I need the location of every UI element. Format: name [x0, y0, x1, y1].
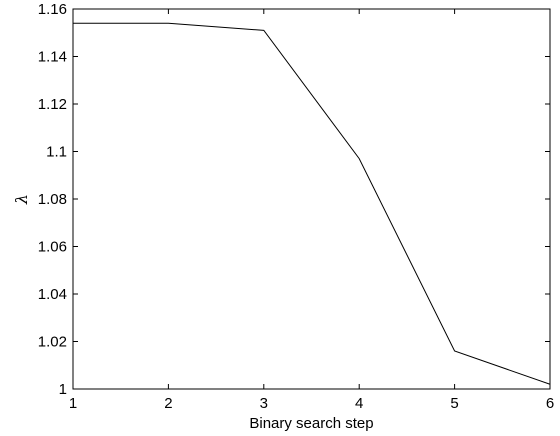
y-tick-label: 1.16 [38, 1, 67, 18]
x-tick-label: 2 [164, 395, 172, 412]
x-tick-label: 4 [355, 395, 363, 412]
y-tick-label: 1.06 [38, 239, 67, 256]
y-tick-label: 1.08 [38, 191, 67, 208]
plot-area-frame [72, 8, 551, 390]
series-layer [73, 22, 551, 385]
axis-tick-labels: 1 2 3 4 5 6 1 1.02 1.04 1.06 1.08 1.1 1.12 1.14 1.16 [38, 1, 554, 412]
y-tick-label: 1.02 [38, 334, 67, 351]
x-axis-label: Binary search step [249, 415, 373, 432]
y-tick-label: 1.1 [46, 144, 67, 161]
y-tick-label: 1.12 [38, 96, 67, 113]
x-tick-label: 5 [450, 395, 458, 412]
y-tick-label: 1.04 [38, 286, 67, 303]
y-axis-label: λ [12, 194, 31, 205]
series-line-0 [73, 22, 551, 385]
x-tick-label: 1 [69, 395, 77, 412]
y-tick-label: 1.14 [38, 49, 67, 66]
y-tick-label: 1 [59, 381, 67, 398]
axis-ticks [72, 8, 551, 390]
x-tick-label: 3 [260, 395, 268, 412]
x-tick-label: 6 [546, 395, 554, 412]
